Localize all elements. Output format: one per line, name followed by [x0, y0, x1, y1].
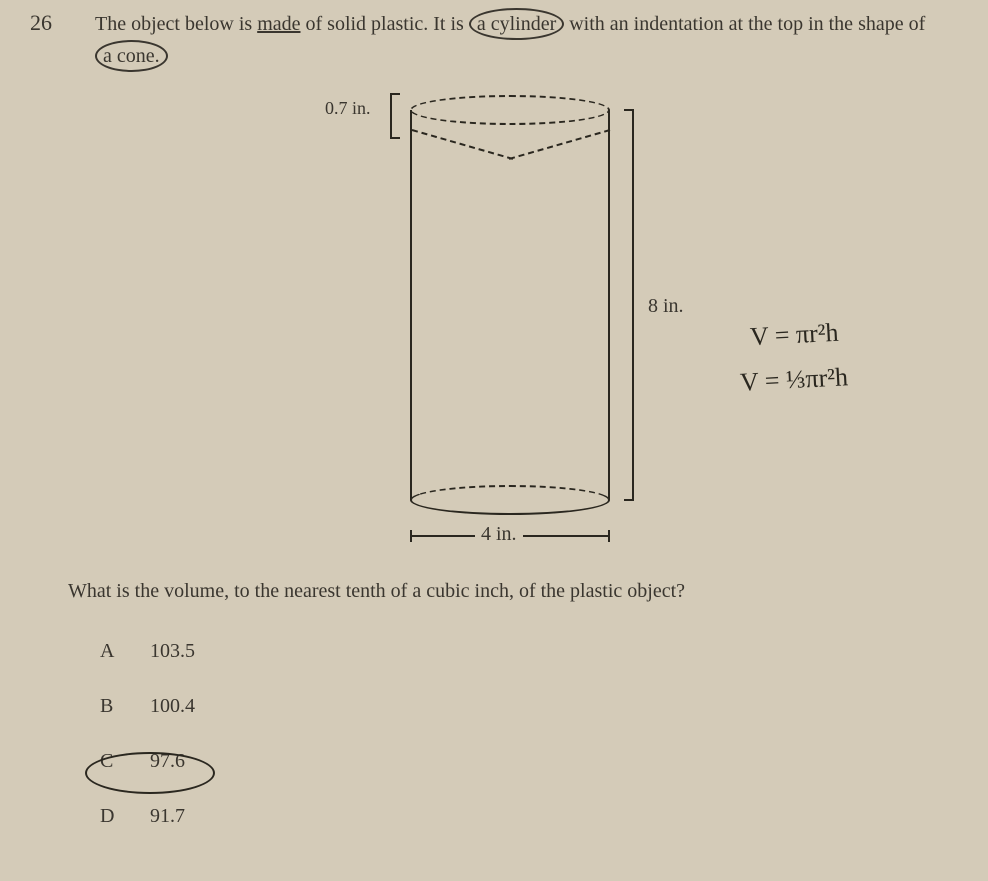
height-label: 8 in.: [648, 295, 684, 318]
cylinder-diagram: 0.7 in. 8 in. 4 in.: [280, 85, 760, 565]
qtext-part1: The object below is: [95, 13, 257, 35]
choice-b-value: 100.4: [150, 695, 195, 718]
choice-b[interactable]: B 100.4: [100, 695, 195, 718]
handwritten-formula-cylinder: V = πr²h: [749, 318, 839, 353]
question-number: 26: [30, 10, 52, 36]
qtext-circled-cylinder: a cylinder: [469, 8, 564, 40]
choice-a[interactable]: A 103.5: [100, 640, 195, 663]
answer-choices: A 103.5 B 100.4 C 97.6 D 91.7: [100, 640, 195, 860]
choice-d-letter: D: [100, 805, 150, 828]
qtext-circled-cone: a cone.: [95, 40, 168, 72]
choice-d[interactable]: D 91.7: [100, 805, 195, 828]
question-text: The object below is made of solid plasti…: [95, 8, 945, 72]
question-prompt: What is the volume, to the nearest tenth…: [68, 580, 685, 603]
qtext-part2: of solid plastic. It is: [301, 13, 469, 35]
qtext-part3: with an indentation at the top in the sh…: [564, 13, 925, 35]
diameter-label: 4 in.: [475, 523, 523, 546]
cone-depth-bracket: [390, 93, 400, 139]
height-bracket: [624, 109, 634, 501]
choice-d-value: 91.7: [150, 805, 185, 828]
qtext-underlined: made: [257, 13, 300, 35]
cylinder-bottom-ellipse: [410, 485, 610, 515]
circled-answer-c: [85, 752, 215, 794]
choice-a-value: 103.5: [150, 640, 195, 663]
cylinder-body: [410, 110, 610, 500]
cone-depth-label: 0.7 in.: [325, 98, 371, 119]
choice-a-letter: A: [100, 640, 150, 663]
handwritten-formula-cone: V = ⅓πr²h: [739, 362, 848, 398]
choice-b-letter: B: [100, 695, 150, 718]
